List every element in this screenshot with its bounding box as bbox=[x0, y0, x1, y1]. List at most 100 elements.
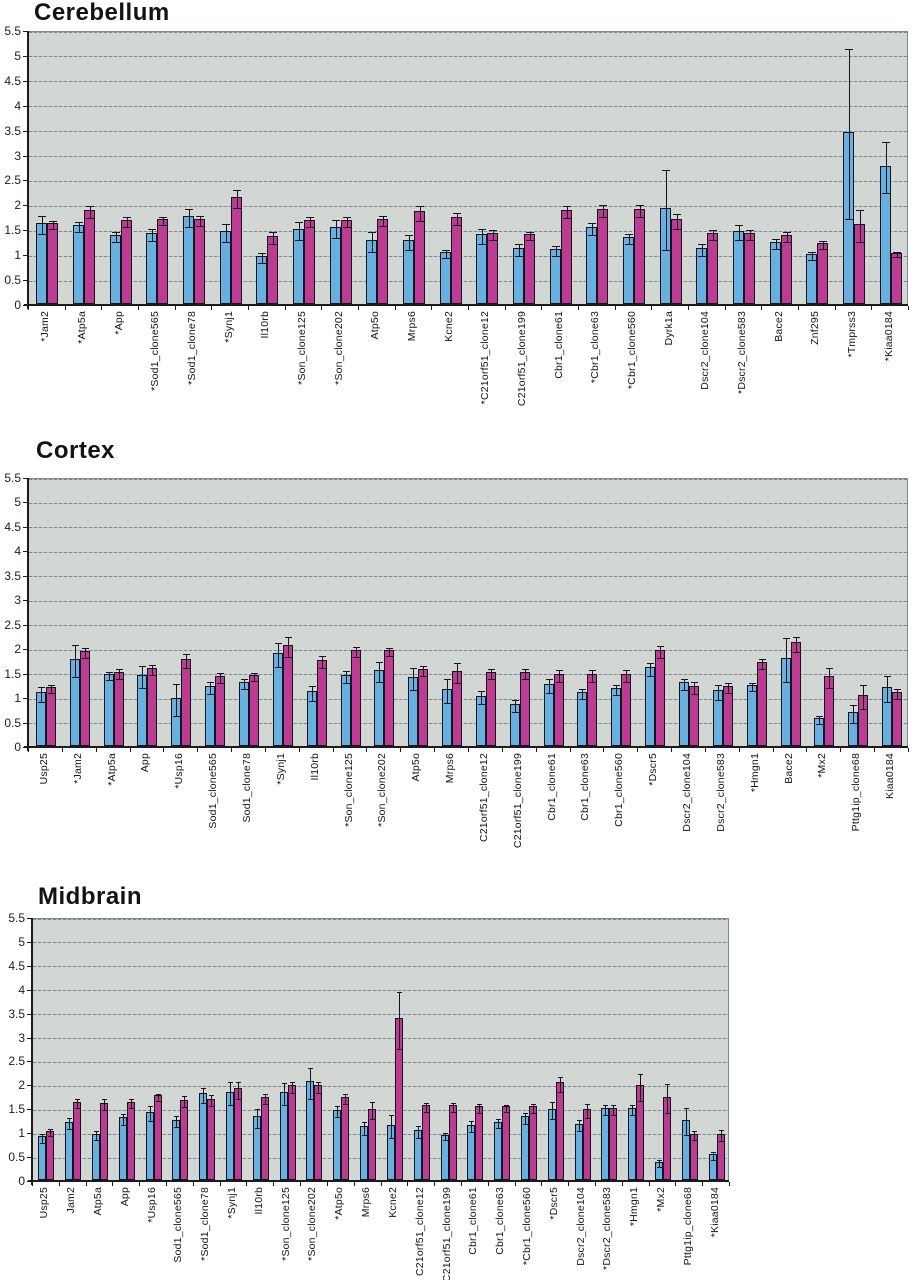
bar-magenta bbox=[707, 233, 718, 304]
error-bar-blue bbox=[409, 235, 410, 250]
error-bar-blue bbox=[776, 239, 777, 249]
error-bar-blue bbox=[364, 1122, 365, 1135]
error-bar-cap-bottom bbox=[362, 1135, 367, 1136]
error-bar-magenta bbox=[491, 669, 492, 679]
x-category-label: Usp25 bbox=[38, 1187, 50, 1219]
error-bar-magenta bbox=[104, 1099, 105, 1110]
error-bar-cap-top bbox=[258, 253, 266, 254]
error-bar-magenta bbox=[292, 1082, 293, 1093]
x-tick bbox=[675, 1182, 676, 1186]
error-bar-cap-top bbox=[236, 1082, 241, 1083]
error-bar-cap-bottom bbox=[845, 219, 853, 220]
y-tick-label: 5.5 bbox=[4, 471, 21, 485]
error-bar-blue bbox=[632, 1105, 633, 1115]
y-tick bbox=[23, 649, 27, 650]
error-bar-cap-top bbox=[691, 682, 698, 683]
bar-blue bbox=[623, 237, 634, 304]
error-bar-cap-top bbox=[715, 685, 722, 686]
error-bar-cap-top bbox=[698, 244, 706, 245]
x-tick bbox=[358, 306, 359, 310]
y-tick-label: 3.5 bbox=[4, 569, 21, 583]
error-bar-blue bbox=[592, 223, 593, 235]
error-bar-cap-bottom bbox=[335, 1117, 340, 1118]
x-category-label: Sod1_clone78 bbox=[241, 753, 253, 823]
bar-magenta bbox=[100, 1103, 108, 1180]
error-bar-cap-bottom bbox=[148, 1121, 153, 1122]
error-bar-blue bbox=[337, 1106, 338, 1117]
error-bar-magenta bbox=[493, 230, 494, 240]
x-tick bbox=[138, 306, 139, 310]
x-tick bbox=[300, 1182, 301, 1186]
error-bar-cap-top bbox=[222, 224, 230, 225]
x-category-label: Bace2 bbox=[783, 753, 795, 784]
bar-magenta bbox=[194, 219, 205, 304]
bar-blue bbox=[146, 233, 157, 304]
bar-magenta bbox=[317, 660, 327, 746]
error-bar-cap-top bbox=[453, 213, 461, 214]
error-bar-cap-top bbox=[40, 1134, 45, 1135]
bar-blue bbox=[119, 1117, 127, 1180]
x-tick bbox=[908, 748, 909, 752]
x-category-label: Cbr1_clone63 bbox=[494, 1187, 506, 1255]
error-bar-cap-bottom bbox=[850, 723, 857, 724]
bar-magenta bbox=[744, 233, 755, 304]
error-bar-blue bbox=[79, 222, 80, 232]
y-tick-label: 3 bbox=[14, 149, 21, 163]
error-bar-cap-top bbox=[306, 217, 314, 218]
x-tick bbox=[536, 748, 537, 752]
bar-magenta bbox=[121, 220, 132, 304]
x-tick bbox=[265, 748, 266, 752]
error-bar-cap-top bbox=[75, 222, 83, 223]
error-bar-cap-bottom bbox=[735, 240, 743, 241]
bar-magenta bbox=[314, 1085, 322, 1180]
bar-blue bbox=[611, 688, 621, 746]
error-bar-cap-top bbox=[228, 1082, 233, 1083]
x-tick bbox=[197, 748, 198, 752]
error-bar-blue bbox=[310, 1068, 311, 1099]
x-category-label: *C21orf51_clone12 bbox=[479, 311, 491, 405]
error-bar-cap-top bbox=[783, 638, 790, 639]
gridline bbox=[33, 1158, 728, 1159]
error-bar-cap-bottom bbox=[504, 1112, 509, 1113]
error-bar-cap-bottom bbox=[860, 709, 867, 710]
error-bar-cap-bottom bbox=[759, 669, 766, 670]
error-bar-cap-top bbox=[196, 216, 204, 217]
gridline bbox=[29, 131, 907, 132]
error-bar-magenta bbox=[356, 647, 357, 657]
x-category-label: C21orf51_clone199 bbox=[512, 753, 524, 849]
x-category-label: *Tmprss3 bbox=[846, 311, 858, 358]
error-bar-cap-bottom bbox=[630, 1115, 635, 1116]
error-bar-blue bbox=[142, 666, 143, 688]
x-tick bbox=[688, 306, 689, 310]
bar-magenta bbox=[304, 220, 315, 304]
error-bar-blue bbox=[702, 244, 703, 256]
x-tick bbox=[220, 1182, 221, 1186]
x-category-label: *Mx2 bbox=[655, 1187, 667, 1212]
error-bar-blue bbox=[109, 672, 110, 680]
y-tick-label: 5.5 bbox=[8, 911, 25, 925]
x-category-label: *Dscr5 bbox=[647, 753, 659, 786]
error-bar-cap-top bbox=[116, 669, 123, 670]
x-category-label: Usp25 bbox=[38, 753, 50, 785]
error-bar-cap-bottom bbox=[258, 263, 266, 264]
bar-magenta bbox=[671, 219, 682, 304]
gridline bbox=[33, 942, 728, 943]
error-bar-magenta bbox=[389, 648, 390, 656]
x-category-label: *Usp16 bbox=[146, 1187, 158, 1223]
bar-magenta bbox=[502, 1106, 510, 1180]
error-bar-cap-top bbox=[638, 1074, 643, 1075]
error-bar-cap-top bbox=[808, 252, 816, 253]
x-tick bbox=[28, 306, 29, 310]
gridline bbox=[29, 674, 907, 675]
x-category-label: *Dscr2_clone583 bbox=[736, 311, 748, 394]
error-bar-cap-bottom bbox=[123, 227, 131, 228]
error-bar-magenta bbox=[479, 1104, 480, 1113]
y-tick-label: 2.5 bbox=[4, 173, 21, 187]
error-bar-cap-bottom bbox=[638, 1101, 643, 1102]
x-tick bbox=[739, 748, 740, 752]
y-tick bbox=[27, 1109, 31, 1110]
error-bar-cap-bottom bbox=[603, 1115, 608, 1116]
y-axis bbox=[31, 918, 33, 1185]
bar-blue bbox=[239, 682, 249, 746]
error-bar-cap-top bbox=[389, 1115, 394, 1116]
